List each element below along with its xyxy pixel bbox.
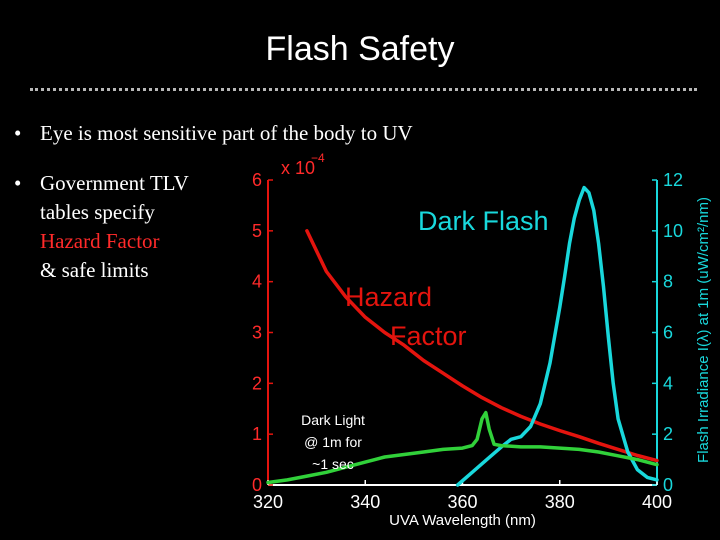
right-axis-tick-label: 10 — [663, 221, 683, 241]
left-axis-exponent: −4 — [311, 151, 325, 165]
right-axis-tick-label: 2 — [663, 424, 673, 444]
left-axis-tick-label: 0 — [252, 475, 262, 495]
right-axis-tick-label: 8 — [663, 272, 673, 292]
dark-flash-annotation: Dark Flash — [418, 206, 549, 236]
left-axis-tick-label: 6 — [252, 170, 262, 190]
right-axis-tick-label: 12 — [663, 170, 683, 190]
x-axis-tick-label: 340 — [350, 492, 380, 512]
right-axis-tick-label: 0 — [663, 475, 673, 495]
left-axis-tick-label: 2 — [252, 373, 262, 393]
series-line-dark_light — [266, 410, 659, 485]
bullet-text: Eye is most sensitive part of the body t… — [40, 121, 413, 145]
left-axis-multiplier: x 10 — [281, 158, 315, 178]
dark-light-annotation-line: ~1 sec — [312, 456, 354, 472]
bullet-line: Government TLV — [40, 171, 189, 195]
bullet-marker: • — [14, 121, 22, 145]
right-axis-tick-label: 4 — [663, 373, 673, 393]
series-line-dark_flash — [455, 185, 659, 487]
title-divider — [30, 88, 697, 91]
left-axis-tick-label: 1 — [252, 424, 262, 444]
x-axis-title: UVA Wavelength (nm) — [389, 512, 536, 529]
bullet-line: tables specify — [40, 200, 155, 224]
hazard-annotation-line2: Factor — [390, 321, 467, 351]
left-axis-tick-label: 3 — [252, 323, 262, 343]
x-axis-tick-label: 360 — [447, 492, 477, 512]
bullet-marker: • — [14, 171, 22, 195]
right-axis-title: Flash Irradiance I(λ) at 1m (uW/cm²/nm) — [695, 197, 712, 463]
left-axis-tick-label: 4 — [252, 272, 262, 292]
hazard-annotation-line1: Hazard — [345, 282, 432, 312]
left-axis-tick-label: 5 — [252, 221, 262, 241]
bullet-text-block: Government TLV tables specify Hazard Fac… — [40, 169, 189, 285]
x-axis-tick-label: 380 — [545, 492, 575, 512]
bullet-line-highlight: Hazard Factor — [40, 229, 160, 253]
x-axis-tick-label: 400 — [642, 492, 672, 512]
bullet-line: & safe limits — [40, 258, 149, 282]
slide-title: Flash Safety — [265, 30, 455, 68]
series-line-hazard — [305, 229, 659, 463]
right-axis-tick-label: 6 — [663, 323, 673, 343]
x-axis-tick-label: 320 — [253, 492, 283, 512]
dark-light-annotation-line: @ 1m for — [304, 434, 362, 450]
dark-light-annotation-line: Dark Light — [301, 412, 365, 428]
